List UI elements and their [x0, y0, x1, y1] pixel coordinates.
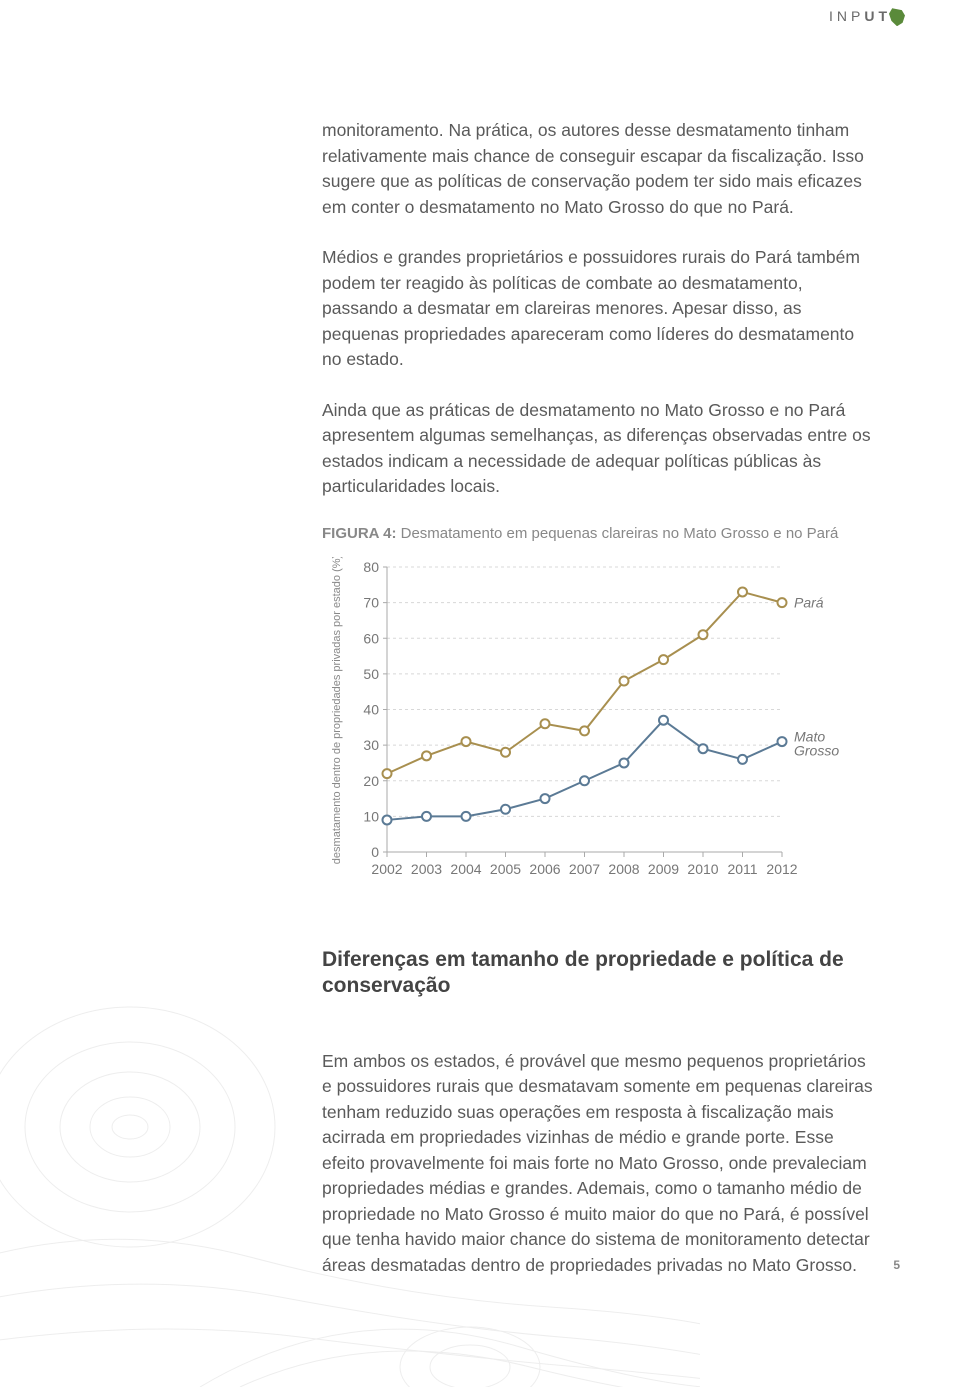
svg-text:2010: 2010	[687, 861, 718, 877]
svg-text:2011: 2011	[727, 861, 757, 877]
svg-text:2006: 2006	[529, 861, 560, 877]
main-content: monitoramento. Na prática, os autores de…	[322, 118, 877, 1303]
figure-label: FIGURA 4:	[322, 525, 396, 542]
svg-text:desmatamento dentro de proprie: desmatamento dentro de propriedades priv…	[331, 557, 343, 864]
section-title: Diferenças em tamanho de propriedade e p…	[322, 947, 877, 999]
svg-text:2002: 2002	[371, 861, 402, 877]
svg-text:2007: 2007	[569, 861, 600, 877]
svg-text:Grosso: Grosso	[794, 742, 839, 758]
figure-4-chart: 0 10 20 30 40 50 60 70 80 2002 2003 2004 2005 2006 200…	[322, 557, 862, 887]
svg-text:20: 20	[363, 772, 379, 788]
svg-text:2008: 2008	[608, 861, 639, 877]
page-number: 5	[893, 1258, 900, 1272]
svg-text:50: 50	[363, 665, 379, 681]
paragraph-2: Médios e grandes proprietários e possuid…	[322, 245, 877, 373]
paragraph-3: Ainda que as práticas de desmatamento no…	[322, 398, 877, 500]
logo-text-2: UT	[864, 8, 891, 24]
svg-text:2012: 2012	[766, 861, 797, 877]
figure-caption-text: Desmatamento em pequenas clareiras no Ma…	[401, 525, 839, 542]
svg-text:40: 40	[363, 701, 379, 717]
svg-text:2005: 2005	[490, 861, 521, 877]
svg-text:0: 0	[371, 844, 379, 860]
line-chart-svg: 0 10 20 30 40 50 60 70 80 2002 2003 2004 2005 2006 200…	[322, 557, 862, 887]
brand-logo: INPUT	[829, 8, 905, 26]
logo-text-1: INP	[829, 8, 864, 24]
svg-text:60: 60	[363, 630, 379, 646]
paragraph-1: monitoramento. Na prática, os autores de…	[322, 118, 877, 220]
svg-text:70: 70	[363, 594, 379, 610]
svg-text:2004: 2004	[450, 861, 481, 877]
svg-text:80: 80	[363, 559, 379, 575]
svg-text:30: 30	[363, 737, 379, 753]
figure-caption: FIGURA 4: Desmatamento em pequenas clare…	[322, 525, 877, 542]
leaf-icon	[889, 8, 905, 26]
svg-text:Pará: Pará	[794, 594, 824, 610]
svg-text:2009: 2009	[648, 861, 679, 877]
svg-text:2003: 2003	[411, 861, 442, 877]
svg-text:10: 10	[363, 808, 379, 824]
paragraph-4: Em ambos os estados, é provável que mesm…	[322, 1049, 877, 1279]
